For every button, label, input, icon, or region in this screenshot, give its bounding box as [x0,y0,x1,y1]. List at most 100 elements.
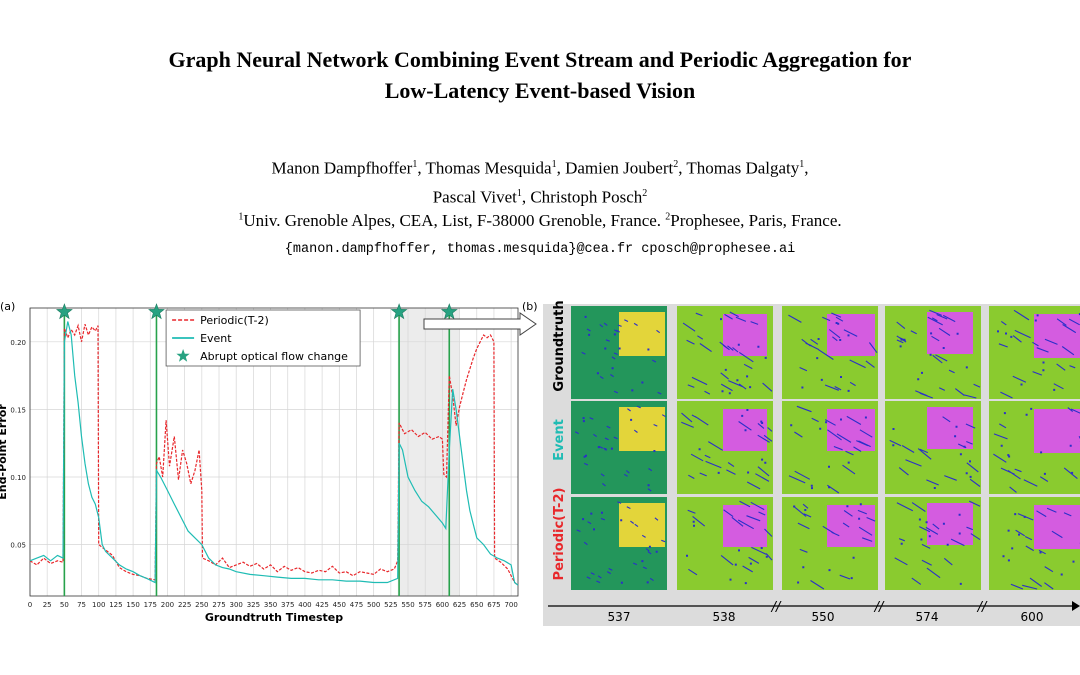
flow-vectors [574,405,666,492]
flow-cell [885,497,981,590]
timestep-label: 538 [713,610,736,624]
x-tick-label: 550 [401,601,414,609]
author-affiliation-marker: 1 [516,187,522,199]
panel-b-label: (b) [522,300,538,313]
moving-object-square [723,314,767,356]
x-tick-label: 475 [350,601,363,609]
x-tick-label: 350 [264,601,277,609]
flow-cell [571,497,667,590]
affiliation-2: Prophesee, Paris, France. [670,211,842,230]
timeline-break-mark: // [771,600,782,615]
moving-object-square [1034,505,1080,549]
author-list: Manon Dampfhoffer1, Thomas Mesquida1, Da… [271,158,809,207]
event-star-marker [440,303,458,320]
title-line-2: Low-Latency Event-based Vision [384,78,696,103]
x-tick-label: 675 [487,601,500,609]
x-tick-label: 325 [247,601,260,609]
flow-cell [989,401,1080,494]
moving-object-square [1034,409,1080,453]
x-tick-label: 375 [281,601,294,609]
moving-object-square [827,505,875,547]
flow-cell [782,497,878,590]
author-name: Christoph Posch [530,187,643,207]
figure-a-line-chart: (a) 0 25 50 75 100 125 150 175 200 225 250 275 300 325… [0,300,519,624]
flow-cell [782,306,878,399]
affiliation-1: Univ. Grenoble Alpes, CEA, List, F-38000… [243,211,662,230]
x-tick-label: 125 [109,601,122,609]
plot-frame [29,307,519,597]
flow-cell [989,497,1080,590]
flow-vectors [681,412,773,490]
y-tick-label: 0.15 [10,406,26,414]
y-tick-label: 0.05 [10,542,26,550]
moving-object-square [827,314,875,356]
flow-cell [782,401,878,494]
author-affiliation-marker: 1 [799,159,805,170]
x-tick-label: 275 [212,601,225,609]
flow-vectors [998,309,1080,399]
x-tick-label: 425 [315,601,328,609]
legend-box [165,309,361,367]
x-tick-label: 600 [436,601,449,609]
x-tick-label: 225 [178,601,191,609]
moving-object-square [927,407,973,449]
x-tick-label: 75 [77,601,86,609]
x-tick-label: 25 [43,601,52,609]
flow-cell [677,497,773,590]
y-axis-label: End-Point Error [0,404,9,500]
author-affiliation-marker: 1 [551,159,557,170]
author-name: Pascal Vivet [432,187,517,207]
flow-cell [571,306,667,399]
timestep-label: 537 [608,610,631,624]
flow-vectors [889,416,981,487]
timestep-label: 600 [1021,610,1044,624]
flow-vectors [581,319,662,395]
panel-a-label: (a) [0,300,15,313]
series-line [29,323,519,586]
flow-vectors [687,500,773,576]
event-star-marker [55,303,73,320]
x-tick-label: 150 [126,601,139,609]
author-affiliation-marker: 1 [412,159,418,170]
x-tick-label: 300 [230,601,243,609]
affiliations: 1Univ. Grenoble Alpes, CEA, List, F-3800… [238,211,842,230]
x-tick-label: 575 [419,601,432,609]
legend-label-periodic: Periodic(T-2) [200,314,269,327]
author-emails: {manon.dampfhoffer, thomas.mesquida}@cea… [284,242,796,257]
flow-cell [677,401,773,494]
y-tick-label: 0.20 [10,339,26,347]
timeline-arrowhead [1072,601,1080,611]
moving-object-square [619,503,665,547]
flow-cell [885,401,981,494]
moving-object-square [827,409,875,451]
x-tick-label: 0 [28,601,32,609]
timeline-break-mark: // [874,600,885,615]
moving-object-square [723,505,767,547]
x-tick-label: 525 [384,601,397,609]
event-star-marker [390,303,408,320]
row-label: Periodic(T-2) [552,488,567,581]
x-tick-label: 625 [453,601,466,609]
author-affiliation-marker: 2 [642,187,648,199]
author-name: Manon Dampfhoffer [271,158,413,178]
x-tick-label: 50 [60,601,69,609]
x-tick-label: 100 [92,601,105,609]
moving-object-square [927,503,973,545]
moving-object-square [619,407,665,451]
flow-vectors [576,501,666,584]
author-name: Thomas Dalgaty [686,158,800,178]
flow-cell [885,306,981,399]
timestep-label: 550 [812,610,835,624]
event-star-marker [148,303,165,320]
x-tick-label: 250 [195,601,208,609]
flow-vectors [788,405,873,494]
title-line-1: Graph Neural Network Combining Event Str… [168,47,912,72]
timeline-break-mark: // [977,600,988,615]
paper-title: Graph Neural Network Combining Event Str… [0,44,1080,106]
x-tick-label: 200 [161,601,174,609]
connector-arrow [423,312,537,336]
flow-cell [989,306,1080,399]
author-name: Thomas Mesquida [425,158,552,178]
y-tick-label: 0.10 [10,474,26,482]
author-name: Damien Joubert [565,158,674,178]
